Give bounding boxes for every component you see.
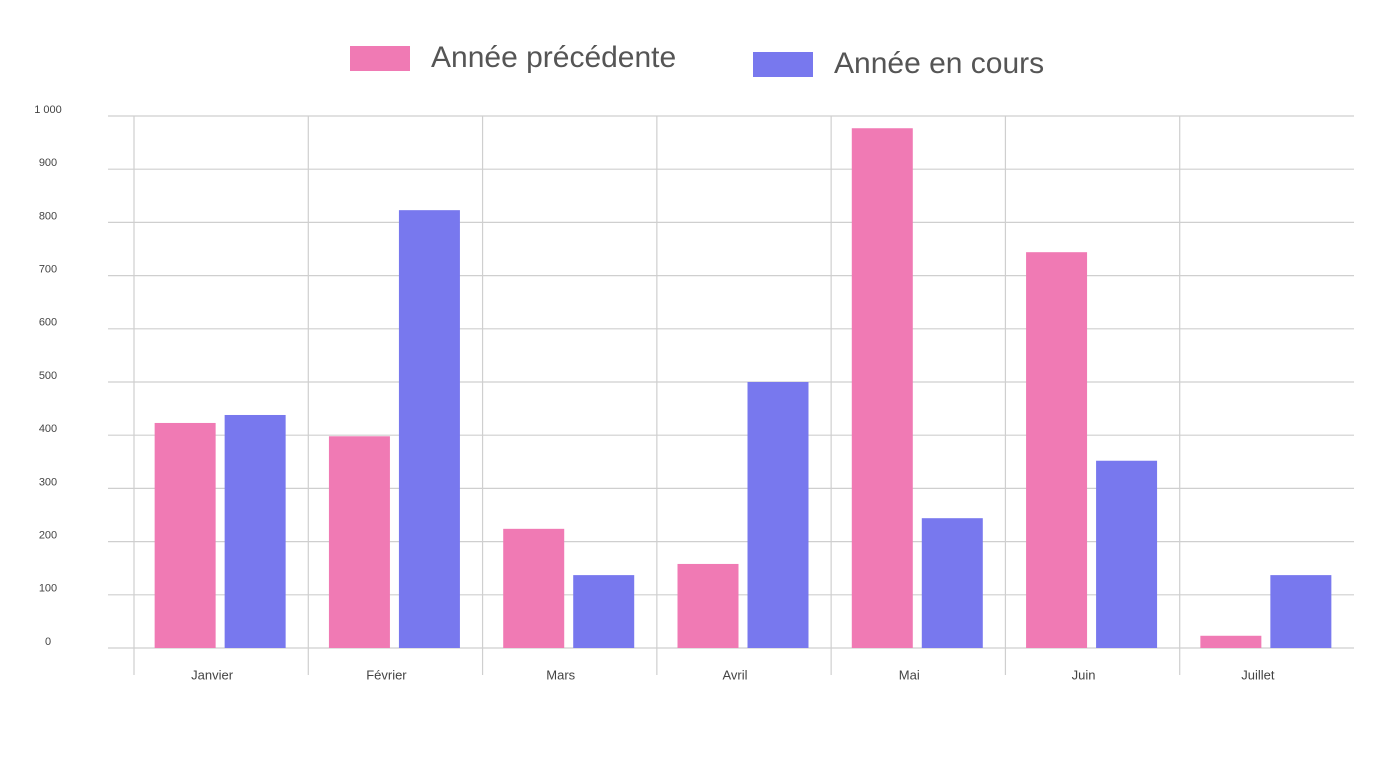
bar — [154, 422, 216, 648]
legend-label: Année précédente — [431, 41, 676, 74]
bar — [747, 382, 809, 648]
x-tick-label: Mars — [546, 667, 575, 682]
bar — [921, 518, 983, 648]
bar — [1270, 575, 1332, 648]
legend-swatch — [350, 46, 410, 71]
bar — [851, 128, 913, 649]
legend-swatch — [753, 52, 813, 77]
x-tick-label: Janvier — [191, 667, 234, 682]
y-tick-label: 800 — [39, 210, 57, 222]
y-tick-label: 600 — [39, 317, 57, 329]
bar — [503, 528, 565, 648]
y-tick-label: 400 — [39, 423, 57, 435]
bar — [1096, 460, 1158, 648]
bar — [1200, 635, 1262, 648]
y-tick-label: 300 — [39, 476, 57, 488]
bar — [398, 210, 460, 648]
bar — [573, 575, 635, 648]
x-tick-label: Mai — [899, 667, 920, 682]
bar — [1026, 252, 1088, 648]
x-tick-label: Juin — [1072, 667, 1096, 682]
bar — [677, 563, 739, 648]
y-tick-label: 100 — [39, 583, 57, 595]
y-tick-label: 900 — [39, 157, 57, 169]
bar — [224, 414, 286, 648]
legend-label: Année en cours — [834, 47, 1044, 80]
y-tick-label: 0 — [45, 636, 51, 648]
bar — [328, 436, 390, 648]
x-tick-label: Avril — [722, 667, 747, 682]
x-tick-label: Février — [366, 667, 407, 682]
y-tick-label: 500 — [39, 370, 57, 382]
y-tick-label: 1 000 — [34, 104, 62, 116]
x-tick-label: Juillet — [1241, 667, 1275, 682]
y-tick-label: 700 — [39, 264, 57, 276]
y-tick-label: 200 — [39, 530, 57, 542]
